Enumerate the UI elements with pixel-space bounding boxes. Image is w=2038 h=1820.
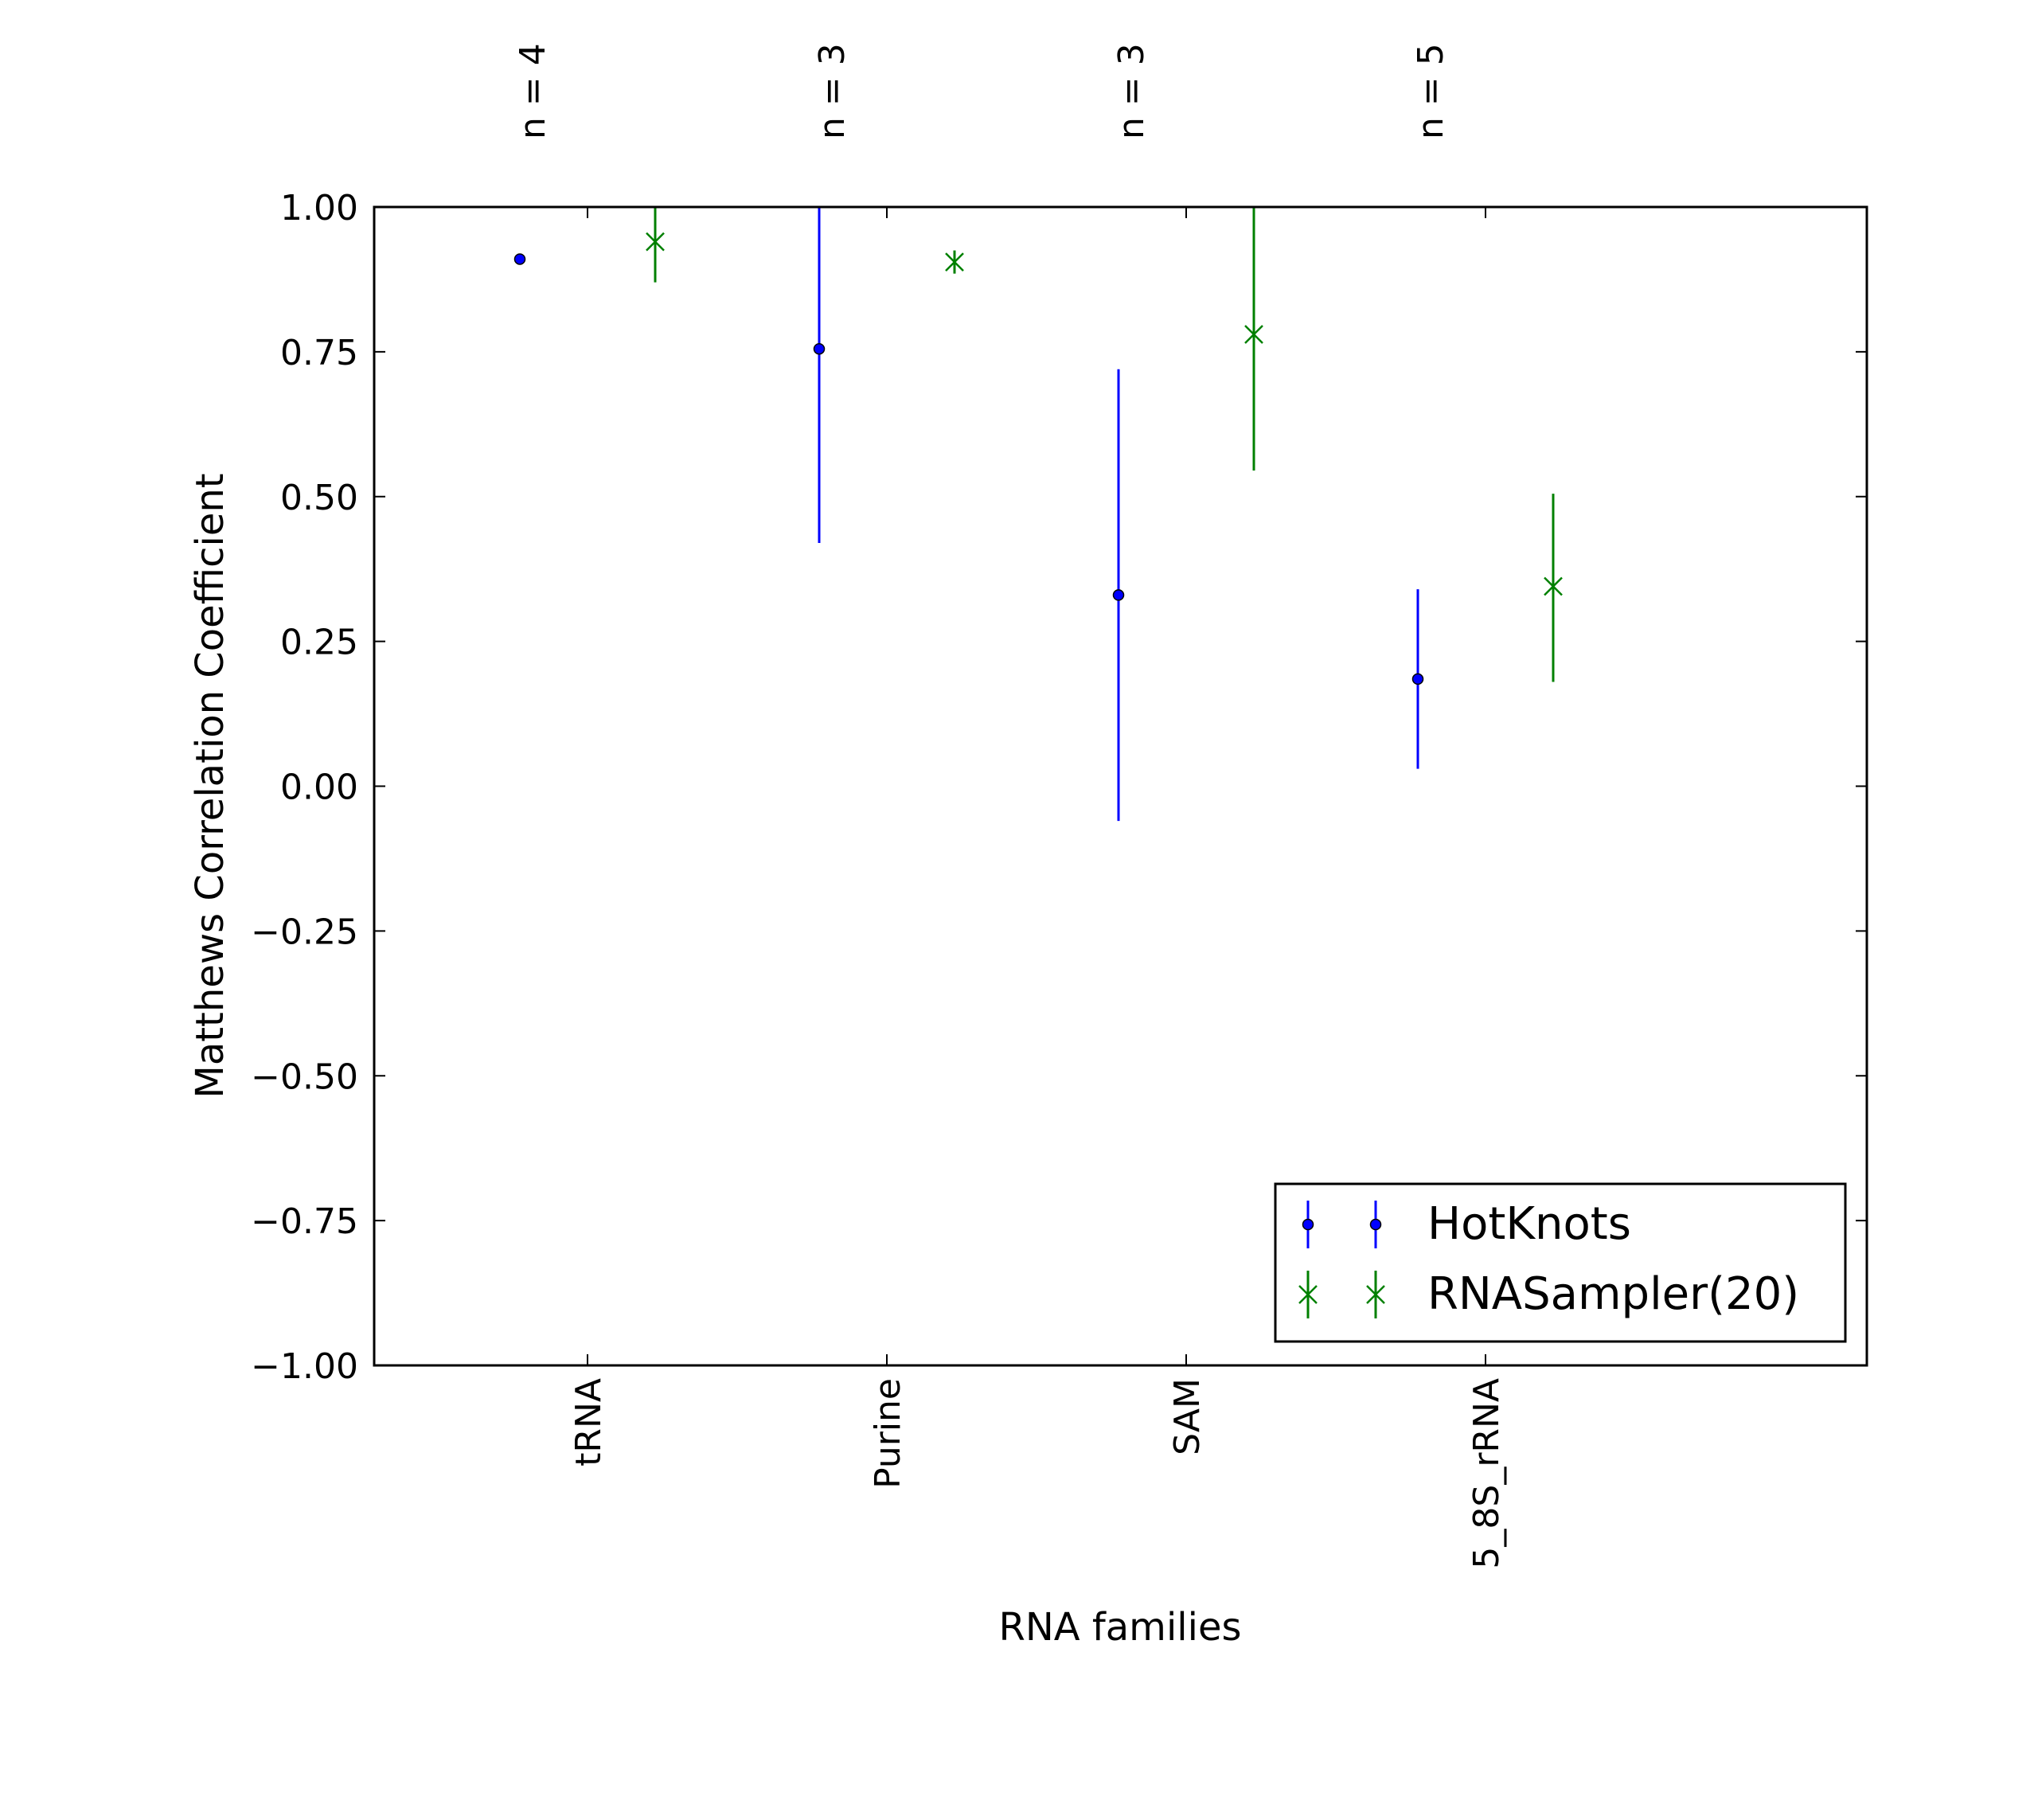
top-annotation: n = 3 [812, 43, 853, 139]
y-tick-label: 0.75 [280, 333, 358, 373]
top-annotation: n = 5 [1411, 43, 1451, 139]
x-tick-label: Purine [868, 1378, 908, 1489]
legend-entry: RNASampler(20) [1298, 1268, 1799, 1320]
legend-frame [1274, 1182, 1847, 1343]
legend-entries: HotKnots RNASampler(20) [1298, 1198, 1799, 1320]
legend-entry: HotKnots [1302, 1198, 1631, 1250]
legend-label: RNASampler(20) [1427, 1268, 1799, 1320]
data-point [1302, 1218, 1314, 1231]
x-tick-labels: tRNA Purine SAM 5_8S_rRNA [568, 1378, 1507, 1569]
data-point [1366, 1285, 1385, 1304]
y-tick-label: −0.25 [251, 912, 358, 952]
top-annotation: n = 3 [1111, 43, 1152, 139]
marker-stroke [1244, 325, 1263, 344]
y-axis-label: Matthews Correlation Coefficient [188, 473, 232, 1098]
data-point [1112, 589, 1125, 601]
data-point [1411, 673, 1424, 685]
legend-label: HotKnots [1427, 1198, 1631, 1250]
marker-stroke [945, 252, 964, 271]
data-point [945, 252, 964, 271]
x-tick-label: 5_8S_rRNA [1466, 1378, 1507, 1569]
data-point [646, 232, 665, 252]
y-tick-label: 1.00 [280, 188, 358, 228]
data-point [1369, 1218, 1382, 1231]
series-rnasampler [646, 207, 1563, 682]
data-point [813, 342, 826, 355]
plot-frame [373, 205, 1868, 1367]
y-tick-label: −0.50 [251, 1056, 358, 1097]
data-point [1244, 325, 1263, 344]
top-annotations: n = 4 n = 3 n = 3 n = 5 [513, 43, 1451, 139]
series-hotknots [513, 207, 1424, 822]
data-point [1544, 576, 1563, 596]
top-annotation: n = 4 [513, 43, 553, 139]
legend: HotKnots RNASampler(20) [1274, 1182, 1847, 1343]
x-axis-label: RNA families [999, 1605, 1242, 1650]
marker-stroke [1366, 1285, 1385, 1304]
data-marks [513, 207, 1563, 822]
x-tick-label: SAM [1167, 1378, 1208, 1455]
marker-stroke [646, 232, 665, 252]
y-tick-label: 0.25 [280, 623, 358, 663]
y-tick-label: −0.75 [251, 1201, 358, 1242]
y-tick-label: 0.50 [280, 478, 358, 518]
x-tick-label: tRNA [568, 1378, 609, 1467]
data-point [513, 253, 526, 265]
marker-stroke [1544, 576, 1563, 596]
y-tick-label: −1.00 [251, 1346, 358, 1387]
marker-stroke [1298, 1285, 1318, 1304]
data-point [1298, 1285, 1318, 1304]
y-tick-labels: 1.00 0.75 0.50 0.25 0.00 −0.25 −0.50 −0.75 −1.00 [251, 188, 358, 1387]
y-tick-label: 0.00 [280, 767, 358, 808]
